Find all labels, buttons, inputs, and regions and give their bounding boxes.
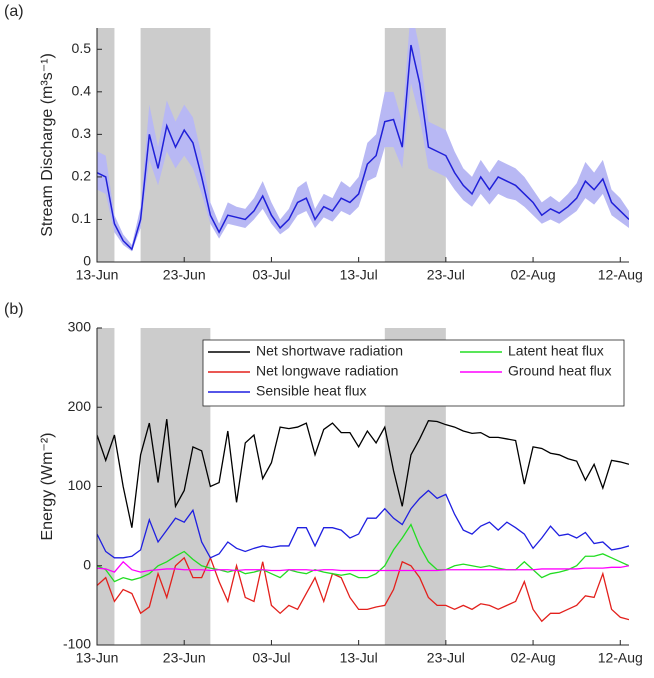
legend-label: Ground heat flux bbox=[508, 363, 612, 379]
line bbox=[97, 556, 629, 623]
uncertainty-band bbox=[97, 28, 629, 252]
y-tick-label: -100 bbox=[63, 636, 91, 652]
legend-label: Latent heat flux bbox=[508, 343, 604, 359]
line bbox=[97, 419, 629, 528]
x-tick-label: 23-Jun bbox=[163, 650, 206, 666]
y-axis-label: Stream Discharge (m³s⁻¹) bbox=[39, 53, 56, 237]
y-tick-label: 0.2 bbox=[72, 168, 92, 184]
y-tick-label: 0.1 bbox=[72, 210, 92, 226]
legend-label: Net longwave radiation bbox=[256, 363, 398, 379]
x-tick-label: 13-Jul bbox=[340, 267, 378, 283]
panel-label: (a) bbox=[4, 3, 24, 20]
x-tick-label: 12-Aug bbox=[598, 650, 643, 666]
x-tick-label: 03-Jul bbox=[252, 650, 290, 666]
x-tick-label: 13-Jun bbox=[76, 650, 119, 666]
panel-label: (b) bbox=[4, 301, 24, 318]
x-tick-label: 13-Jul bbox=[340, 650, 378, 666]
x-tick-label: 23-Jun bbox=[163, 267, 206, 283]
line bbox=[97, 489, 629, 559]
legend-label: Sensible heat flux bbox=[256, 383, 367, 399]
x-tick-label: 02-Aug bbox=[510, 650, 555, 666]
y-tick-label: 0.5 bbox=[72, 40, 92, 56]
y-tick-label: 0 bbox=[83, 556, 91, 572]
plot-area bbox=[97, 28, 629, 262]
y-tick-label: 0.3 bbox=[72, 125, 92, 141]
line bbox=[97, 560, 629, 573]
x-tick-label: 02-Aug bbox=[510, 267, 555, 283]
x-tick-label: 23-Jul bbox=[427, 650, 465, 666]
y-axis-label: Energy (Wm⁻²) bbox=[39, 433, 56, 541]
y-tick-label: 100 bbox=[68, 477, 92, 493]
y-tick-label: 0 bbox=[83, 253, 91, 269]
x-tick-label: 12-Aug bbox=[598, 267, 643, 283]
line bbox=[97, 44, 629, 251]
x-tick-label: 03-Jul bbox=[252, 267, 290, 283]
x-tick-label: 23-Jul bbox=[427, 267, 465, 283]
y-tick-label: 200 bbox=[68, 398, 92, 414]
line bbox=[97, 523, 629, 583]
legend-label: Net shortwave radiation bbox=[256, 343, 403, 359]
shaded-period bbox=[140, 328, 211, 645]
x-tick-label: 13-Jun bbox=[76, 267, 119, 283]
y-tick-label: 0.4 bbox=[72, 83, 92, 99]
y-tick-label: 300 bbox=[68, 319, 92, 335]
shaded-period bbox=[97, 28, 115, 262]
legend-box bbox=[202, 339, 625, 407]
